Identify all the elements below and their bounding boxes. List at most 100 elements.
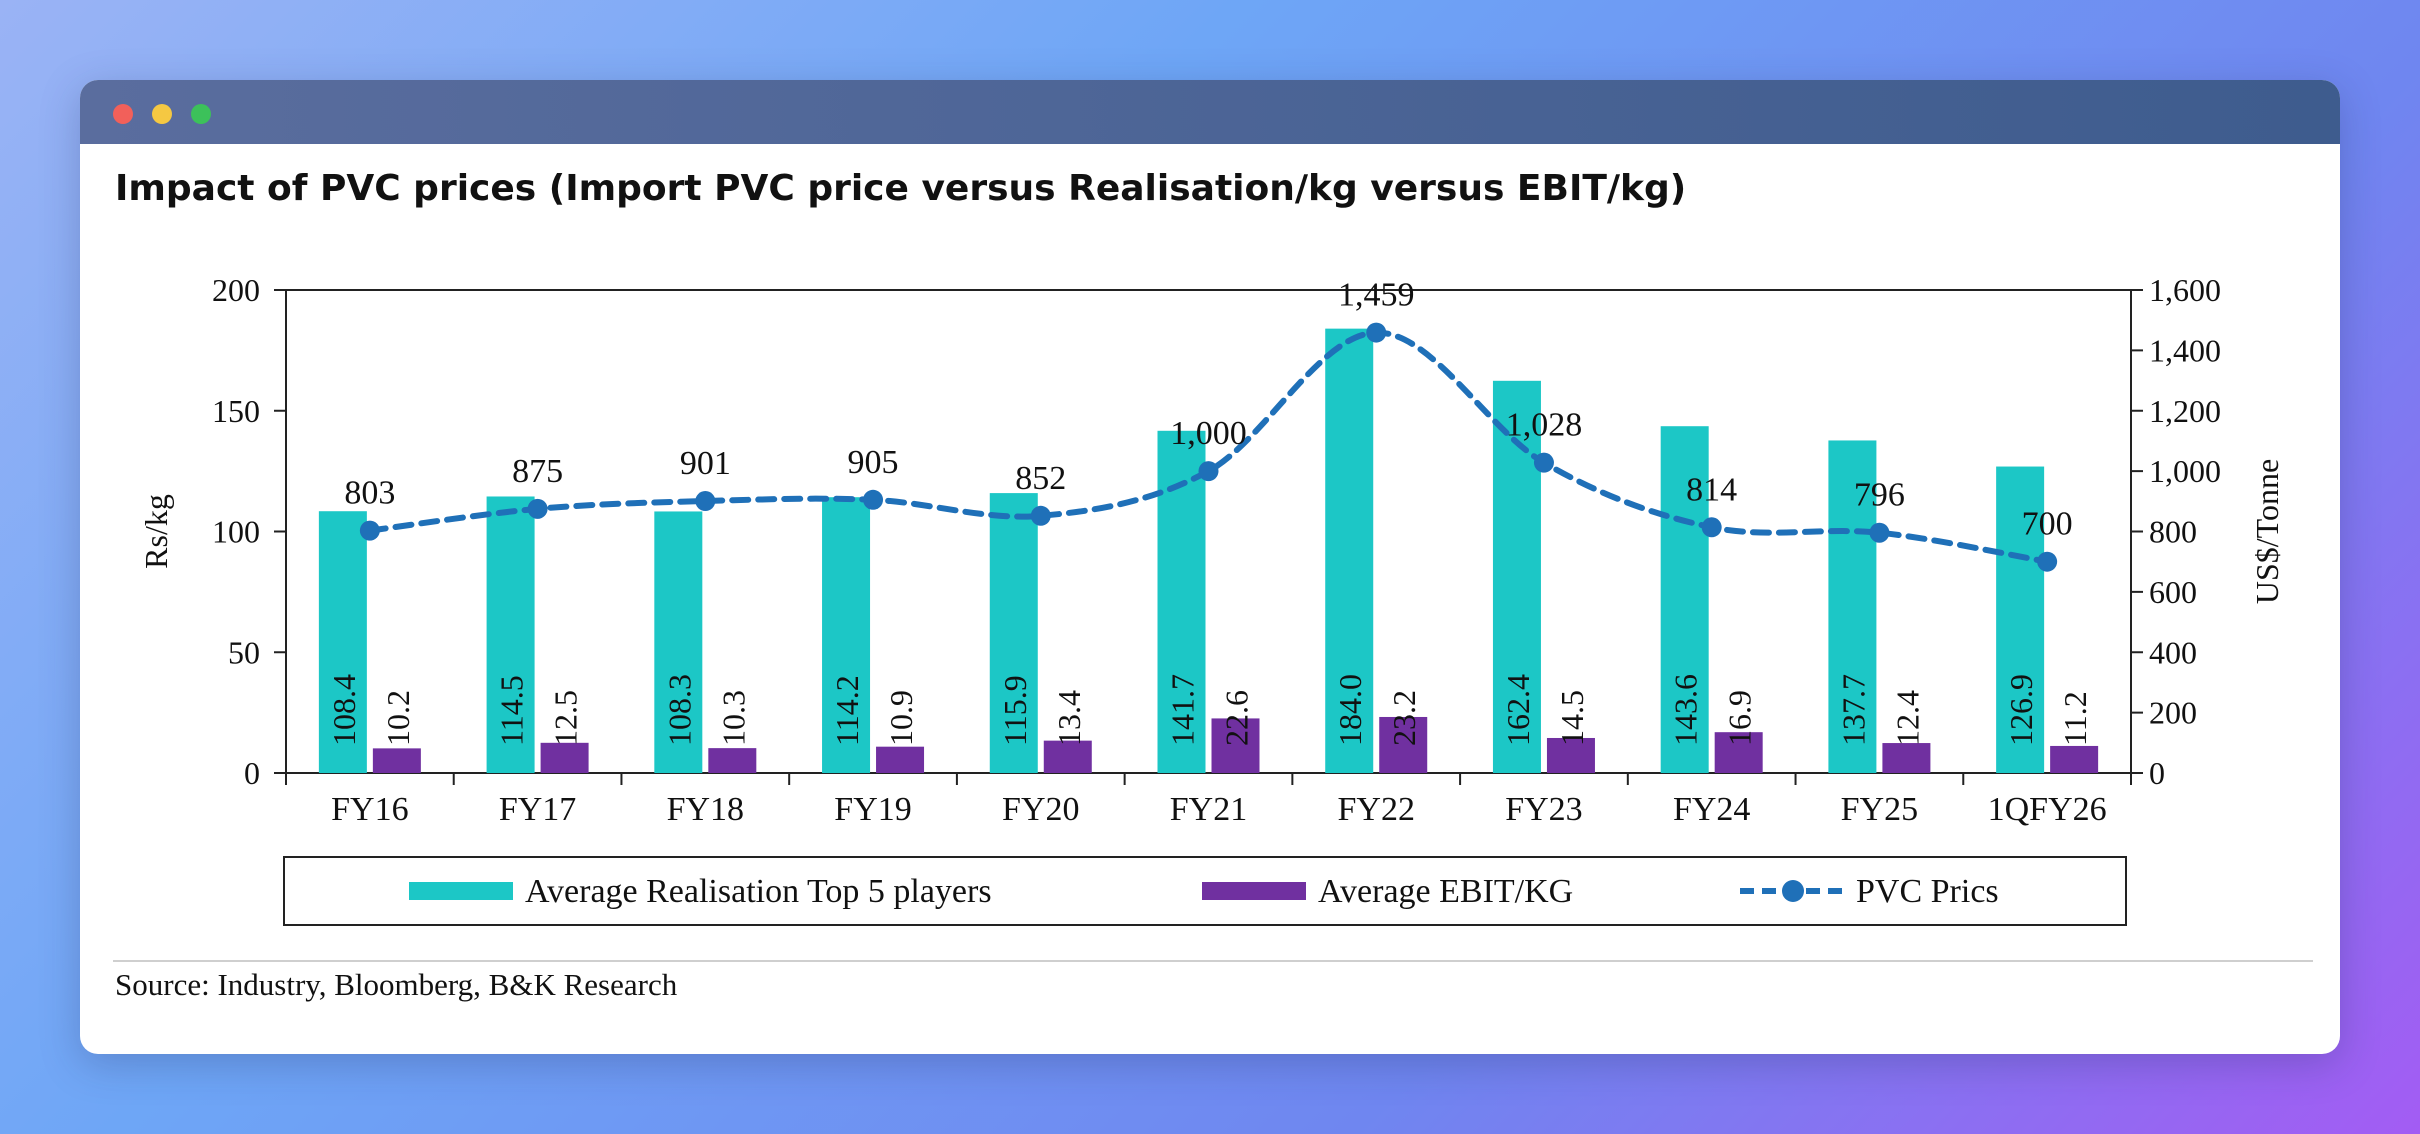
pvc-point xyxy=(1869,522,1890,543)
legend-label-ebit: Average EBIT/KG xyxy=(1318,873,1573,910)
data-label-ebit: 22.6 xyxy=(1219,690,1255,746)
bar-ebit xyxy=(876,746,925,773)
pvc-point xyxy=(1030,505,1051,526)
data-label-pvc: 700 xyxy=(2022,506,2073,543)
source-note: Source: Industry, Bloomberg, B&K Researc… xyxy=(115,967,678,1002)
bar-realisation xyxy=(1660,426,1709,773)
x-tick-label: FY17 xyxy=(499,791,576,828)
legend-swatch-ebit xyxy=(1202,882,1306,900)
data-label-realisation: 126.9 xyxy=(2003,674,2039,746)
bar-ebit xyxy=(372,748,421,773)
chart-title: Impact of PVC prices (Import PVC price v… xyxy=(115,168,1687,209)
data-label-realisation: 162.4 xyxy=(1500,674,1536,746)
pvc-point xyxy=(863,489,884,510)
data-label-realisation: 114.5 xyxy=(494,675,530,746)
bar-realisation xyxy=(486,496,535,773)
data-label-pvc: 901 xyxy=(680,445,731,482)
data-label-ebit: 12.5 xyxy=(548,690,584,746)
y2-tick-label: 800 xyxy=(2149,514,2197,550)
bar-ebit xyxy=(1379,716,1428,773)
data-label-realisation: 137.7 xyxy=(1835,674,1871,746)
y2-tick-label: 1,600 xyxy=(2149,272,2221,308)
y-tick-label: 150 xyxy=(212,393,260,429)
x-tick-label: FY18 xyxy=(667,791,744,828)
pvc-point xyxy=(1366,322,1387,343)
data-label-ebit: 10.2 xyxy=(380,690,416,746)
x-tick-label: FY22 xyxy=(1337,791,1414,828)
legend-label-realisation: Average Realisation Top 5 players xyxy=(525,873,992,910)
bar-ebit xyxy=(1043,740,1092,773)
pvc-point xyxy=(1198,461,1219,482)
data-label-pvc: 905 xyxy=(848,444,899,481)
data-label-pvc: 1,459 xyxy=(1338,277,1415,314)
x-tick-label: FY21 xyxy=(1170,791,1247,828)
data-label-ebit: 14.5 xyxy=(1554,690,1590,746)
y2-tick-label: 0 xyxy=(2149,755,2165,791)
data-label-ebit: 16.9 xyxy=(1722,690,1758,746)
bar-realisation xyxy=(822,497,871,773)
data-label-pvc: 803 xyxy=(344,475,395,512)
y-tick-label: 100 xyxy=(212,514,260,550)
x-tick-label: FY20 xyxy=(1002,791,1079,828)
x-tick-label: 1QFY26 xyxy=(1988,791,2107,828)
pvc-point xyxy=(695,491,716,512)
y2-tick-label: 1,000 xyxy=(2149,453,2221,489)
y-tick-label: 0 xyxy=(244,755,260,791)
chart-window: Impact of PVC prices (Import PVC price v… xyxy=(80,80,2340,1054)
data-label-realisation: 184.0 xyxy=(1332,674,1368,746)
data-label-ebit: 23.2 xyxy=(1386,690,1422,746)
y-tick-label: 50 xyxy=(228,634,260,670)
data-label-realisation: 141.7 xyxy=(1165,674,1201,746)
data-label-pvc: 1,000 xyxy=(1170,415,1247,452)
bar-ebit xyxy=(1882,743,1931,773)
x-tick-label: FY24 xyxy=(1673,791,1750,828)
data-label-ebit: 10.9 xyxy=(883,690,919,746)
y2-tick-label: 400 xyxy=(2149,634,2197,670)
x-tick-label: FY23 xyxy=(1505,791,1582,828)
legend-swatch-realisation xyxy=(409,882,513,900)
pvc-point xyxy=(2037,551,2058,572)
bar-ebit xyxy=(1546,737,1595,773)
bar-ebit xyxy=(2050,745,2099,773)
pvc-point xyxy=(359,520,380,541)
data-label-ebit: 11.2 xyxy=(2057,691,2093,746)
data-label-realisation: 108.4 xyxy=(326,674,362,746)
bar-realisation xyxy=(1325,328,1374,773)
y2-tick-label: 600 xyxy=(2149,574,2197,610)
minimize-window-button[interactable] xyxy=(152,104,172,124)
y-tick-label: 200 xyxy=(212,272,260,308)
bar-realisation xyxy=(1996,466,2045,773)
bar-ebit xyxy=(708,748,757,773)
bar-realisation xyxy=(1828,440,1877,773)
data-label-pvc: 875 xyxy=(512,453,563,490)
bar-realisation xyxy=(1157,430,1206,773)
x-tick-label: FY25 xyxy=(1841,791,1918,828)
bar-ebit xyxy=(1714,732,1763,773)
legend-label-pvc: PVC Prics xyxy=(1856,873,1999,910)
data-label-realisation: 115.9 xyxy=(997,675,1033,746)
pvc-line xyxy=(366,329,2051,565)
x-tick-label: FY19 xyxy=(834,791,911,828)
bar-ebit xyxy=(1211,718,1260,773)
data-label-ebit: 10.3 xyxy=(715,690,751,746)
bar-realisation xyxy=(989,493,1038,773)
divider xyxy=(113,960,2313,962)
bar-ebit xyxy=(540,742,589,773)
legend-marker-pvc xyxy=(1782,880,1804,902)
y2-axis-title: US$/Tonne xyxy=(2249,459,2285,604)
chart-canvas: 0 50 100 150 200 0 200 400 600 800 1,000 1,200 1,400… xyxy=(138,272,2285,926)
data-label-ebit: 12.4 xyxy=(1889,690,1925,746)
data-label-pvc: 852 xyxy=(1015,460,1066,497)
data-label-pvc: 796 xyxy=(1854,477,1905,514)
data-label-realisation: 114.2 xyxy=(829,675,865,746)
x-tick-label: FY16 xyxy=(331,791,408,828)
pvc-point xyxy=(1701,517,1722,538)
close-window-button[interactable] xyxy=(113,104,133,124)
bar-realisation xyxy=(318,511,367,773)
y2-tick-label: 1,200 xyxy=(2149,393,2221,429)
window-titlebar xyxy=(80,80,2340,144)
y2-tick-label: 200 xyxy=(2149,695,2197,731)
data-label-pvc: 1,028 xyxy=(1506,407,1583,444)
data-label-realisation: 143.6 xyxy=(1668,674,1704,746)
maximize-window-button[interactable] xyxy=(191,104,211,124)
